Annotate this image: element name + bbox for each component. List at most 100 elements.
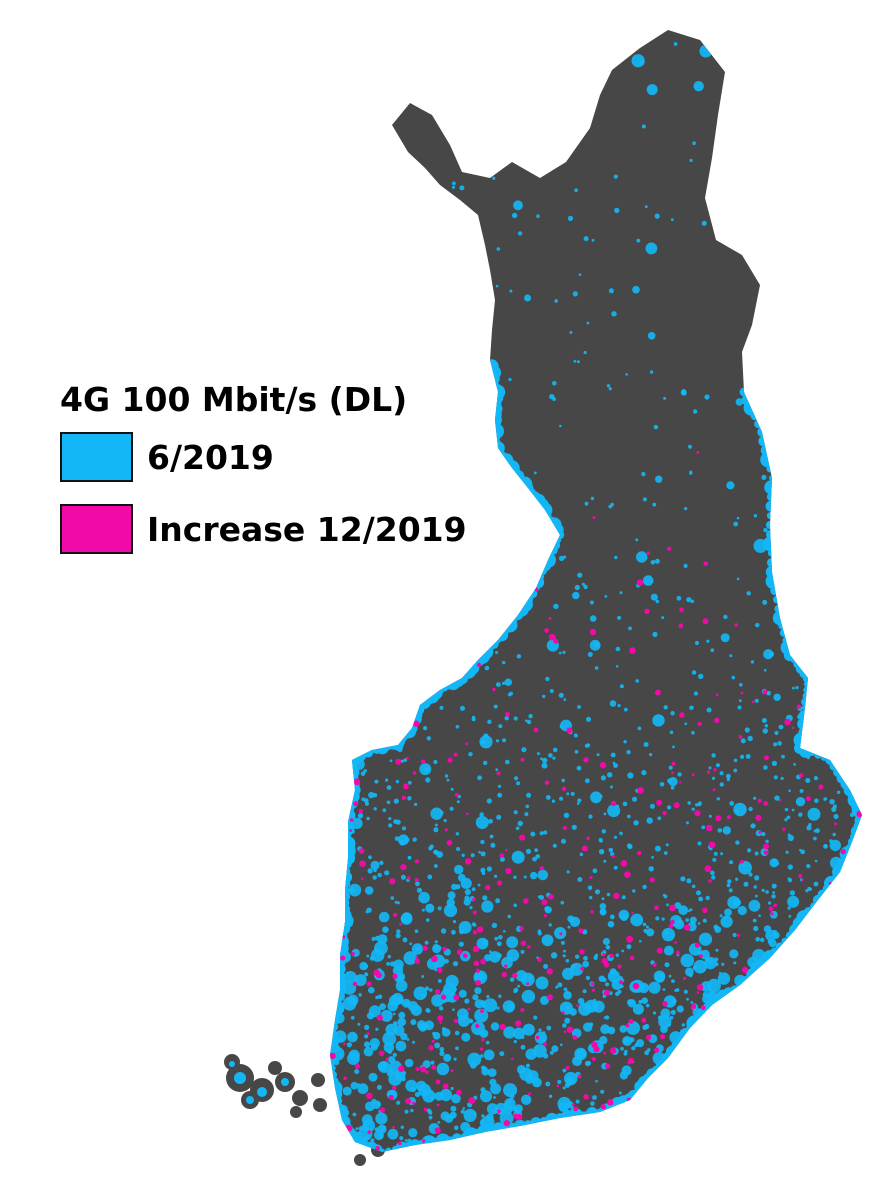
coverage-dot — [785, 850, 789, 854]
coverage-dot — [458, 989, 467, 998]
coverage-dot — [494, 936, 499, 941]
increase-dot — [671, 771, 674, 774]
coverage-dot — [594, 642, 600, 648]
coastal-coverage — [547, 516, 555, 524]
coverage-dot — [370, 860, 380, 870]
coverage-dot — [434, 968, 438, 972]
coverage-dot — [541, 934, 554, 947]
coverage-dot — [596, 753, 600, 757]
archipelago-islands — [224, 1054, 385, 1166]
coverage-dot — [649, 370, 654, 374]
coverage-dot — [686, 997, 689, 1001]
increase-dot — [537, 957, 542, 962]
coverage-dot — [668, 974, 672, 978]
increase-dot — [505, 848, 508, 852]
increase-dot — [629, 955, 635, 961]
coverage-dot — [371, 936, 376, 942]
coverage-dot — [634, 1043, 639, 1048]
legend-swatch-magenta — [60, 504, 133, 554]
coverage-dot — [648, 866, 654, 872]
coverage-dot — [375, 1027, 379, 1031]
coverage-dot — [454, 864, 464, 875]
coverage-dot — [612, 761, 616, 765]
coverage-dot — [671, 979, 675, 983]
increase-dot — [703, 561, 709, 566]
increase-dot — [636, 579, 644, 586]
coverage-dot — [382, 808, 387, 813]
coverage-dot — [396, 929, 401, 934]
coverage-dot — [806, 864, 811, 869]
coverage-dot — [520, 949, 525, 954]
coverage-dot — [426, 918, 430, 922]
increase-dot — [534, 587, 539, 592]
coverage-dot — [641, 471, 646, 477]
coverage-dot — [484, 665, 490, 671]
increase-dot — [503, 1120, 510, 1127]
increase-dot — [660, 1034, 665, 1040]
coverage-dot — [666, 903, 669, 907]
coverage-dot — [609, 968, 617, 975]
coverage-dot — [720, 633, 730, 643]
increase-dot — [415, 1067, 420, 1071]
coverage-dot — [393, 798, 399, 804]
increase-dot — [378, 1050, 385, 1057]
coverage-dot — [603, 859, 607, 863]
increase-dot — [442, 946, 447, 952]
coverage-dot — [526, 792, 532, 798]
coverage-dot — [464, 998, 470, 1004]
coverage-dot — [748, 899, 761, 912]
legend-swatch-blue — [60, 432, 133, 482]
coverage-dot — [619, 1025, 628, 1033]
coverage-dot — [576, 802, 580, 805]
increase-dot — [453, 1018, 459, 1024]
coverage-dot — [382, 926, 389, 933]
coverage-dot — [738, 699, 742, 703]
coverage-dot — [394, 836, 400, 841]
coverage-dot — [452, 1008, 455, 1011]
coastal-coverage — [530, 1117, 542, 1129]
coverage-dot — [833, 813, 839, 820]
coverage-dot — [699, 44, 713, 58]
coverage-dot — [485, 1040, 490, 1045]
coverage-dot — [443, 1053, 452, 1062]
coverage-dot — [506, 949, 520, 962]
increase-dot — [572, 1103, 575, 1106]
increase-dot — [764, 755, 769, 761]
coverage-dot — [586, 716, 591, 722]
increase-dot — [499, 853, 504, 858]
coastal-coverage — [765, 520, 775, 530]
coverage-dot — [387, 1000, 399, 1012]
coverage-dot — [605, 944, 611, 950]
increase-dot — [414, 859, 420, 864]
coverage-dot — [628, 626, 632, 631]
coverage-dot — [489, 834, 494, 839]
coverage-dot — [607, 772, 613, 778]
coastal-coverage — [391, 1145, 399, 1152]
coverage-dot — [408, 1128, 418, 1138]
coverage-dot — [622, 801, 628, 807]
coverage-dot — [480, 851, 486, 857]
coverage-dot — [771, 883, 777, 889]
coverage-dot — [530, 871, 538, 880]
coverage-dot — [615, 953, 619, 957]
coverage-dot — [388, 823, 393, 828]
increase-dot — [511, 1057, 514, 1061]
coverage-dot — [615, 991, 620, 996]
increase-dot — [583, 757, 589, 763]
coverage-dot — [589, 600, 594, 605]
coverage-dot — [549, 1050, 555, 1055]
coverage-dot — [463, 898, 471, 906]
coverage-dot — [764, 724, 768, 728]
coverage-dot — [584, 744, 589, 748]
increase-dot — [679, 712, 685, 718]
coverage-dot — [683, 989, 689, 994]
coverage-dot — [486, 866, 492, 872]
coverage-dot — [727, 896, 741, 909]
coverage-dot — [792, 686, 795, 690]
increase-dot — [592, 516, 596, 520]
coverage-dot — [642, 884, 647, 890]
coverage-dot — [645, 242, 658, 255]
coverage-dot — [615, 665, 619, 668]
coverage-dot — [463, 1108, 477, 1122]
coverage-dot — [661, 917, 665, 921]
